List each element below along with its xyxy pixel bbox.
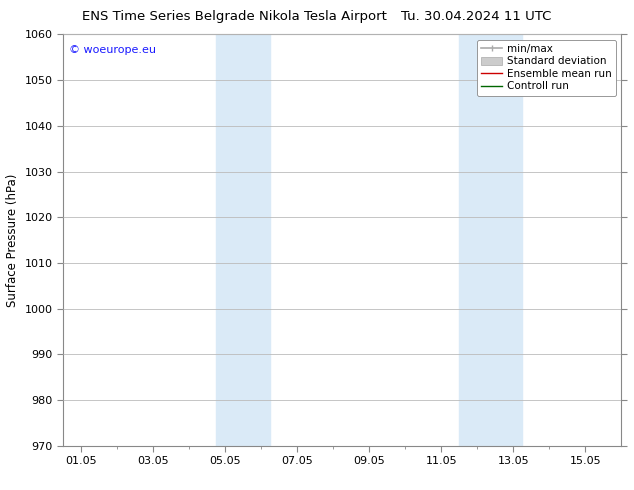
Legend: min/max, Standard deviation, Ensemble mean run, Controll run: min/max, Standard deviation, Ensemble me… [477,40,616,96]
Y-axis label: Surface Pressure (hPa): Surface Pressure (hPa) [6,173,19,307]
Text: Tu. 30.04.2024 11 UTC: Tu. 30.04.2024 11 UTC [401,10,552,23]
Text: ENS Time Series Belgrade Nikola Tesla Airport: ENS Time Series Belgrade Nikola Tesla Ai… [82,10,387,23]
Text: © woeurope.eu: © woeurope.eu [69,45,156,54]
Bar [460,34,522,446]
Bar [216,34,270,446]
